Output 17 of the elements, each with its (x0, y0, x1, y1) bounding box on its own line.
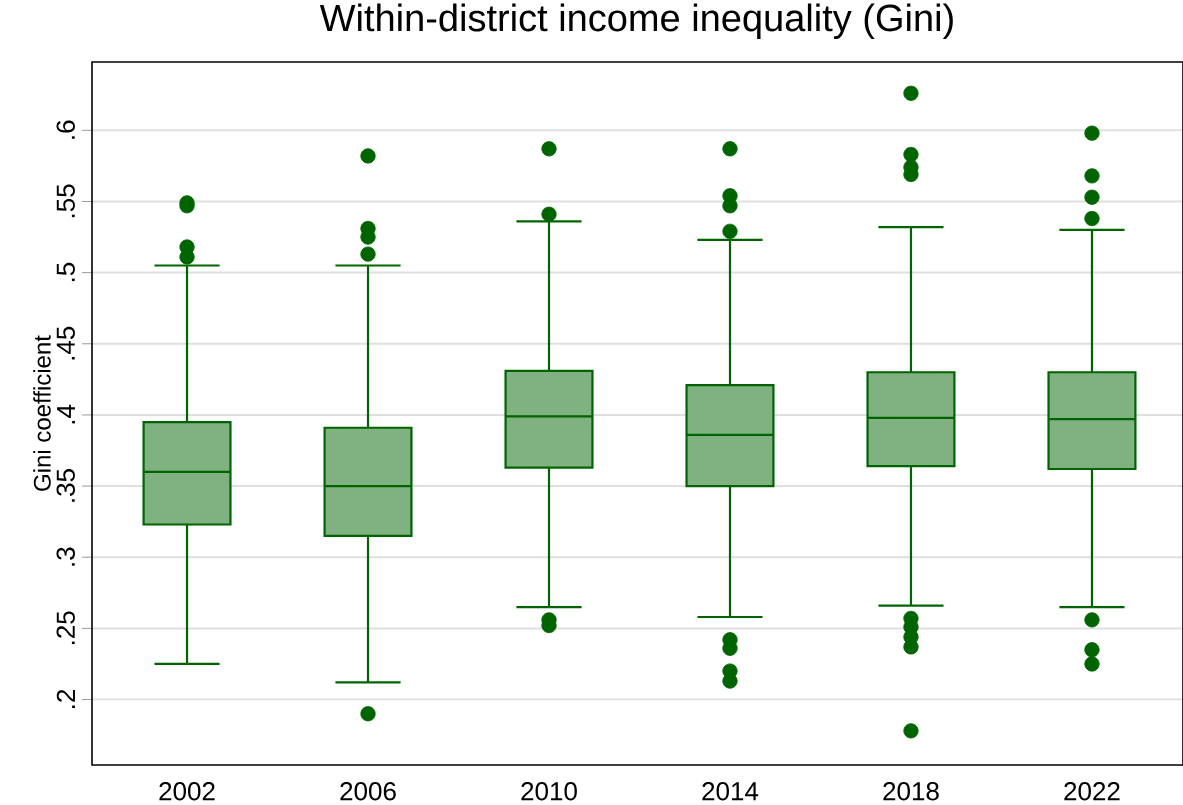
y-axis-title: Gini coefficient (33, 335, 51, 491)
x-tick-label: 2006 (340, 782, 396, 801)
y-tick-label: .25 (56, 611, 75, 645)
x-tick-label: 2010 (521, 782, 577, 801)
chart-title: Within-district income inequality (Gini) (319, 3, 953, 39)
y-tick-label: .2 (56, 690, 75, 708)
y-tick-label: .35 (56, 469, 75, 502)
y-tick-label: .3 (56, 547, 75, 566)
x-tick-label: 2022 (1064, 782, 1120, 801)
x-tick-label: 2018 (883, 782, 939, 801)
y-tick-label: .6 (56, 120, 75, 139)
y-tick-label: .4 (57, 404, 75, 424)
y-tick-label: .5 (56, 262, 75, 282)
y-tick-label: .45 (56, 326, 75, 360)
x-tick-label: 2002 (159, 782, 215, 801)
y-tick-label: .55 (56, 184, 75, 218)
x-tick-label: 2014 (702, 782, 759, 801)
